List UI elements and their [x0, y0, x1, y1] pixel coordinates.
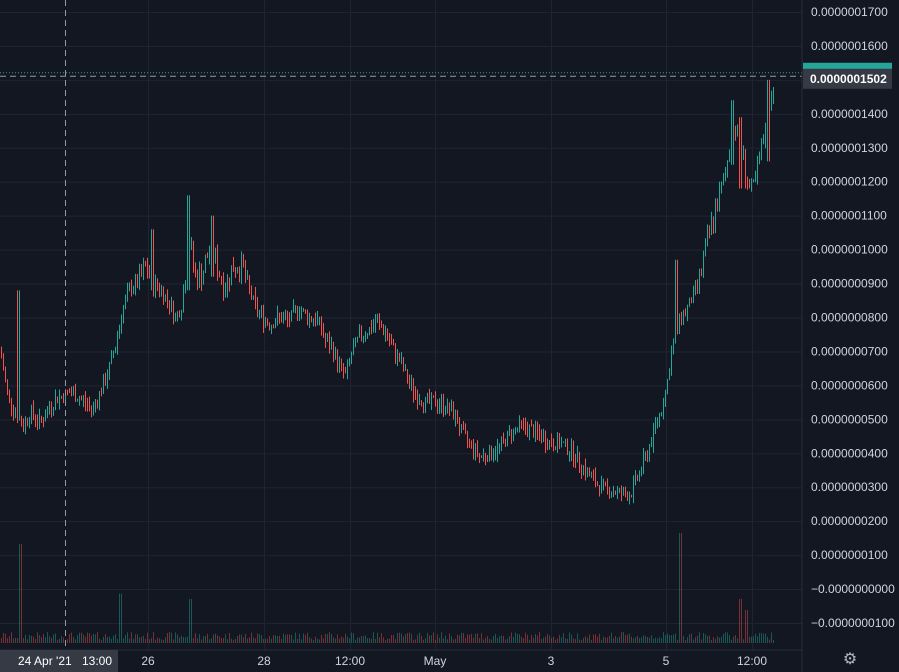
price-tick-label: 0.0000000500 — [811, 412, 888, 426]
time-axis-ticks: 26 28 12:00 May 3 5 12:00 — [141, 654, 767, 668]
crosshair-date: 24 Apr '21 — [18, 654, 72, 668]
price-tick-label: 0.0000001600 — [811, 39, 888, 53]
time-tick-label: 3 — [548, 654, 555, 668]
price-tick-label: 0.0000001400 — [811, 107, 888, 121]
crosshair-price-label — [803, 68, 892, 89]
price-tick-label: 0.0000001700 — [811, 5, 888, 19]
last-price-label: 0.0000001502 — [810, 72, 887, 86]
price-tick-label: 0.0000000700 — [811, 344, 888, 358]
time-tick-label: 12:00 — [737, 654, 767, 668]
price-tick-label: 0.0000001000 — [811, 243, 888, 257]
price-tick-label: 0.0000000200 — [811, 514, 888, 528]
time-tick-label: 12:00 — [335, 654, 365, 668]
price-tick-label: 0.0000000400 — [811, 446, 888, 460]
grid-lines — [0, 0, 802, 650]
crosshair-time-label — [0, 650, 118, 672]
last-price-marker — [803, 62, 892, 71]
price-tick-label: 0.0000000600 — [811, 378, 888, 392]
price-tick-label: 0.0000000300 — [811, 480, 888, 494]
volume-bars — [1, 533, 774, 643]
price-tick-label: 0.0000000900 — [811, 277, 888, 291]
time-axis[interactable] — [0, 650, 802, 672]
settings-gear-icon[interactable]: ⚙ — [842, 651, 858, 668]
price-tick-label: −0.0000000000 — [811, 582, 895, 596]
price-tick-label: 0.0000001100 — [811, 209, 887, 223]
price-tick-label: 0.0000001200 — [811, 175, 888, 189]
price-axis[interactable] — [802, 0, 899, 650]
candles — [1, 79, 774, 505]
time-tick-label: May — [424, 654, 447, 668]
time-tick-label: 5 — [663, 654, 670, 668]
price-tick-label: 0.0000001300 — [811, 141, 888, 155]
time-tick-label: 26 — [141, 654, 155, 668]
crosshair-time: 13:00 — [82, 654, 112, 668]
price-tick-label: 0.0000000800 — [811, 311, 888, 325]
price-tick-label: −0.0000000100 — [811, 616, 895, 630]
price-tick-label: 0.0000000100 — [811, 548, 888, 562]
time-tick-label: 28 — [257, 654, 271, 668]
